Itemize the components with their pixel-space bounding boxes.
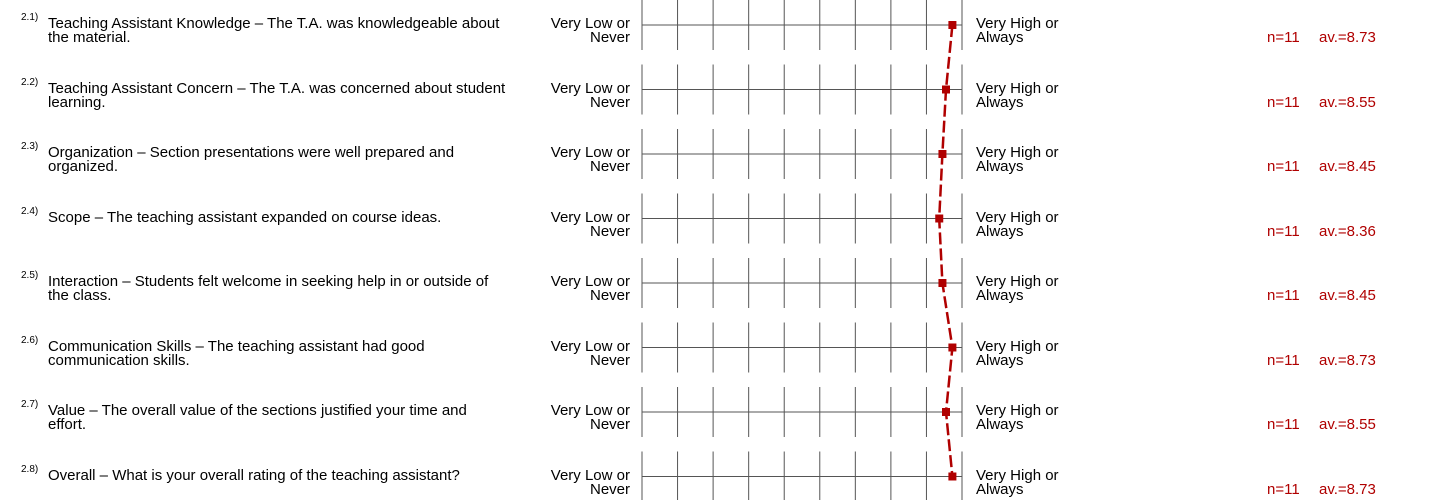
scale-min-label-line: Very Low or: [550, 79, 630, 97]
average-marker: [948, 472, 957, 481]
scale-max-label: Very High or Always: [976, 208, 1116, 240]
scale-min-label: Very Low or Never: [520, 337, 630, 369]
scale-max-label-line: Very High or: [976, 15, 1059, 32]
average-marker: [942, 85, 950, 94]
question-number: 2.2): [21, 76, 39, 88]
scale-min-label-line: Never: [589, 222, 630, 240]
scale-min-label-line: Never: [589, 93, 630, 111]
scale-min-label: Very Low or Never: [520, 144, 630, 175]
average-value: av.=8.73: [1319, 351, 1376, 369]
question-text: Teaching Assistant Concern – The T.A. wa…: [48, 79, 506, 111]
average-value: av.=8.36: [1319, 222, 1376, 240]
scale-max-label-line: Always: [976, 93, 1024, 111]
scale-max-label-line: Always: [976, 222, 1024, 240]
scale-min-label-line: Very Low or: [550, 144, 630, 161]
question-number: 2.1): [21, 12, 39, 23]
response-count: n=11: [1267, 158, 1300, 175]
average-marker: [935, 214, 944, 223]
question-text: Communication Skills – The teaching assi…: [48, 337, 425, 369]
response-count: n=11: [1267, 222, 1300, 240]
scale-min-label-line: Never: [589, 416, 630, 433]
average-value: av.=8.55: [1319, 93, 1376, 111]
average-marker: [948, 21, 957, 29]
scale-max-label-line: Very High or: [976, 144, 1059, 161]
scale-max-label: Very High or Always: [976, 466, 1116, 498]
scale-min-label-line: Very Low or: [550, 15, 630, 32]
scale-max-label-line: Very High or: [976, 273, 1059, 290]
average-value: av.=8.73: [1319, 480, 1376, 498]
scale-max-label: Very High or Always: [976, 144, 1116, 175]
question-number: 2.3): [21, 141, 39, 152]
question-text: Value – The overall value of the section…: [48, 402, 467, 433]
scale-max-label-line: Always: [976, 29, 1024, 46]
scale-max-label-line: Always: [976, 351, 1024, 369]
average-value: av.=8.73: [1319, 29, 1376, 46]
average-profile-line: [937, 24, 954, 477]
scale-min-label: Very Low or Never: [520, 273, 630, 304]
average-marker: [938, 150, 947, 158]
scale-max-label-line: Very High or: [976, 79, 1059, 97]
scale-min-label-line: Never: [589, 287, 630, 304]
scale-max-label-line: Always: [976, 416, 1024, 433]
response-count: n=11: [1267, 93, 1300, 111]
scale-max-label-line: Very High or: [976, 337, 1059, 355]
scale-min-label-line: Very Low or: [550, 273, 630, 290]
scale-min-label-line: Never: [589, 480, 630, 498]
response-count: n=11: [1267, 480, 1300, 498]
question-number: 2.7): [21, 399, 39, 410]
scale-min-label-line: Very Low or: [550, 208, 630, 226]
scale-min-label-line: Very Low or: [550, 337, 630, 355]
scale-max-label-line: Always: [976, 480, 1024, 498]
response-count: n=11: [1267, 29, 1300, 46]
question-number: 2.4): [21, 205, 39, 217]
question-text: Interaction – Students felt welcome in s…: [48, 273, 489, 304]
scale-max-label-line: Always: [976, 287, 1024, 304]
question-number: 2.6): [21, 334, 39, 346]
average-marker: [948, 343, 957, 352]
question-text: Teaching Assistant Knowledge – The T.A. …: [48, 15, 500, 46]
scale-max-label-line: Very High or: [976, 208, 1059, 226]
scale-max-label: Very High or Always: [976, 337, 1116, 369]
scale-min-label: Very Low or Never: [520, 402, 630, 433]
question-text: Organization – Section presentations wer…: [48, 144, 455, 175]
scale-min-label-line: Never: [589, 351, 630, 369]
average-value: av.=8.45: [1319, 158, 1376, 175]
question-text: Scope – The teaching assistant expanded …: [48, 208, 442, 226]
scale-min-label-line: Very Low or: [550, 466, 630, 484]
scale-max-label-line: Very High or: [976, 466, 1059, 484]
scale-max-label-line: Very High or: [976, 402, 1059, 419]
scale-min-label-line: Never: [589, 29, 630, 46]
average-marker: [942, 408, 950, 416]
scale-min-label: Very Low or Never: [520, 208, 630, 240]
response-count: n=11: [1267, 351, 1300, 369]
scale-max-label: Very High or Always: [976, 15, 1116, 46]
scale-min-label-line: Never: [589, 158, 630, 175]
average-marker: [938, 279, 947, 287]
scale-max-label-line: Always: [976, 158, 1024, 175]
question-number: 2.8): [21, 463, 39, 475]
average-value: av.=8.45: [1319, 287, 1376, 304]
scale-min-label: Very Low or Never: [520, 466, 630, 498]
scale-max-label: Very High or Always: [976, 79, 1116, 111]
response-count: n=11: [1267, 416, 1300, 433]
average-value: av.=8.55: [1319, 416, 1376, 433]
response-count: n=11: [1267, 287, 1300, 304]
question-text: Overall – What is your overall rating of…: [48, 466, 460, 484]
scale-max-label: Very High or Always: [976, 273, 1116, 304]
scale-min-label: Very Low or Never: [520, 79, 630, 111]
scale-min-label-line: Very Low or: [550, 402, 630, 419]
question-number: 2.5): [21, 270, 39, 281]
scale-max-label: Very High or Always: [976, 402, 1116, 433]
scale-min-label: Very Low or Never: [520, 15, 630, 46]
